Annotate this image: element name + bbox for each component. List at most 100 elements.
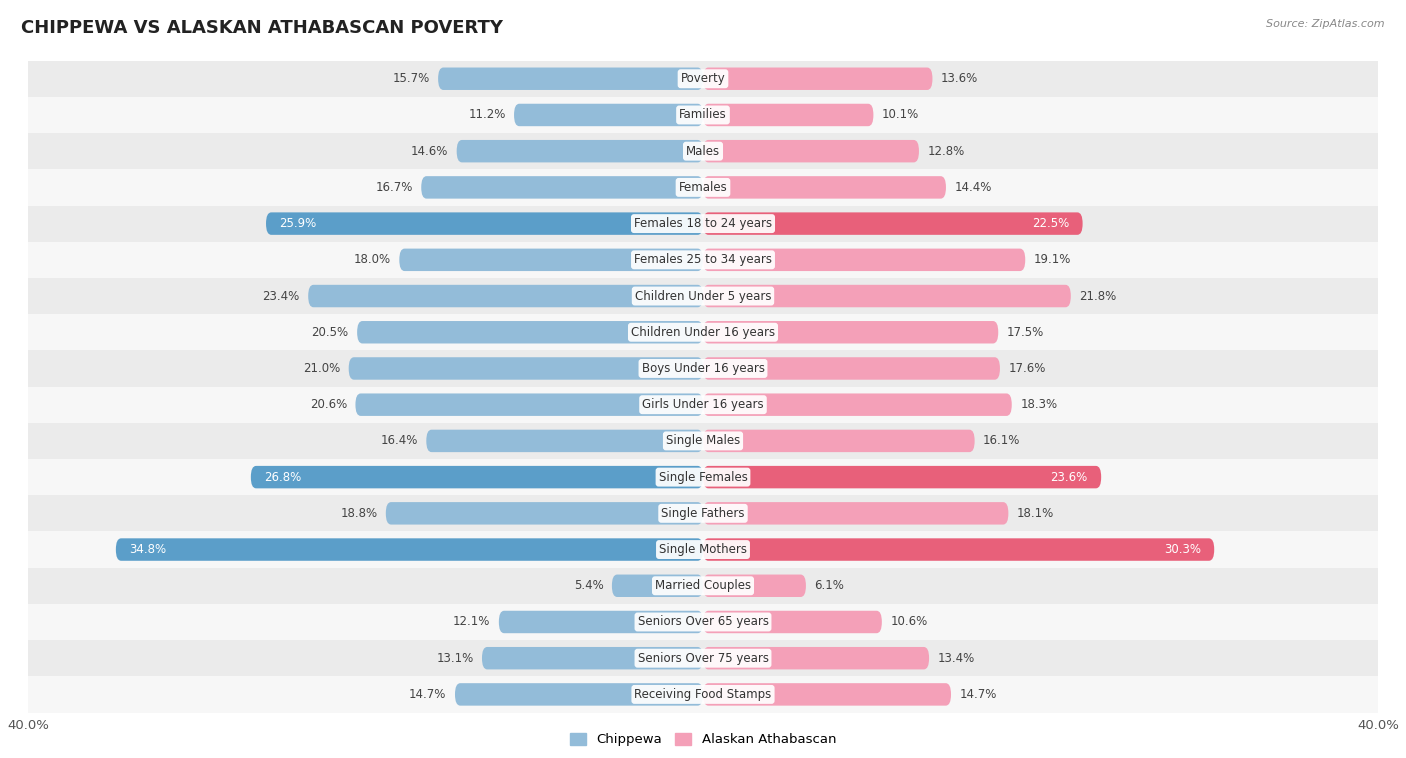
Text: 13.6%: 13.6% [941, 72, 979, 85]
Text: 21.0%: 21.0% [304, 362, 340, 375]
FancyBboxPatch shape [703, 67, 932, 90]
Text: 21.8%: 21.8% [1080, 290, 1116, 302]
Text: 17.6%: 17.6% [1008, 362, 1046, 375]
Text: Single Fathers: Single Fathers [661, 507, 745, 520]
Text: Single Females: Single Females [658, 471, 748, 484]
Bar [28, 495, 1378, 531]
Bar [28, 278, 1378, 314]
FancyBboxPatch shape [115, 538, 703, 561]
Text: 30.3%: 30.3% [1164, 543, 1201, 556]
Bar [28, 459, 1378, 495]
Bar [28, 169, 1378, 205]
Text: 13.4%: 13.4% [938, 652, 974, 665]
Text: 14.6%: 14.6% [411, 145, 449, 158]
Bar [28, 97, 1378, 133]
Text: 22.5%: 22.5% [1032, 217, 1069, 230]
Text: 18.3%: 18.3% [1021, 398, 1057, 411]
Text: 18.0%: 18.0% [354, 253, 391, 266]
Text: 11.2%: 11.2% [468, 108, 506, 121]
Text: 14.7%: 14.7% [959, 688, 997, 701]
FancyBboxPatch shape [349, 357, 703, 380]
Bar [28, 242, 1378, 278]
Text: Married Couples: Married Couples [655, 579, 751, 592]
Text: Females: Females [679, 181, 727, 194]
FancyBboxPatch shape [357, 321, 703, 343]
FancyBboxPatch shape [703, 683, 950, 706]
Text: 16.4%: 16.4% [381, 434, 418, 447]
Text: 18.8%: 18.8% [340, 507, 377, 520]
FancyBboxPatch shape [703, 104, 873, 126]
FancyBboxPatch shape [703, 321, 998, 343]
Text: 34.8%: 34.8% [129, 543, 166, 556]
Text: Receiving Food Stamps: Receiving Food Stamps [634, 688, 772, 701]
Text: Children Under 5 years: Children Under 5 years [634, 290, 772, 302]
Text: 12.8%: 12.8% [928, 145, 965, 158]
FancyBboxPatch shape [426, 430, 703, 452]
Text: Boys Under 16 years: Boys Under 16 years [641, 362, 765, 375]
FancyBboxPatch shape [703, 611, 882, 633]
Bar [28, 350, 1378, 387]
FancyBboxPatch shape [703, 647, 929, 669]
FancyBboxPatch shape [399, 249, 703, 271]
Bar [28, 531, 1378, 568]
Bar [28, 205, 1378, 242]
Text: 18.1%: 18.1% [1017, 507, 1054, 520]
FancyBboxPatch shape [515, 104, 703, 126]
Text: 14.7%: 14.7% [409, 688, 447, 701]
Text: 23.6%: 23.6% [1050, 471, 1088, 484]
Text: Children Under 16 years: Children Under 16 years [631, 326, 775, 339]
Text: Poverty: Poverty [681, 72, 725, 85]
Text: Families: Families [679, 108, 727, 121]
FancyBboxPatch shape [703, 176, 946, 199]
Text: 26.8%: 26.8% [264, 471, 301, 484]
FancyBboxPatch shape [266, 212, 703, 235]
Text: 19.1%: 19.1% [1033, 253, 1071, 266]
Text: Males: Males [686, 145, 720, 158]
FancyBboxPatch shape [250, 466, 703, 488]
Bar [28, 133, 1378, 169]
FancyBboxPatch shape [703, 212, 1083, 235]
Legend: Chippewa, Alaskan Athabascan: Chippewa, Alaskan Athabascan [565, 728, 841, 751]
Text: Females 18 to 24 years: Females 18 to 24 years [634, 217, 772, 230]
FancyBboxPatch shape [456, 683, 703, 706]
FancyBboxPatch shape [703, 140, 920, 162]
Text: Seniors Over 75 years: Seniors Over 75 years [637, 652, 769, 665]
Text: 20.6%: 20.6% [309, 398, 347, 411]
Bar [28, 423, 1378, 459]
Text: Source: ZipAtlas.com: Source: ZipAtlas.com [1267, 19, 1385, 29]
Text: Females 25 to 34 years: Females 25 to 34 years [634, 253, 772, 266]
Text: 16.7%: 16.7% [375, 181, 413, 194]
Bar [28, 61, 1378, 97]
FancyBboxPatch shape [356, 393, 703, 416]
FancyBboxPatch shape [703, 538, 1215, 561]
Text: 6.1%: 6.1% [814, 579, 844, 592]
FancyBboxPatch shape [703, 393, 1012, 416]
FancyBboxPatch shape [703, 575, 806, 597]
Bar [28, 604, 1378, 640]
Text: 10.1%: 10.1% [882, 108, 920, 121]
FancyBboxPatch shape [703, 285, 1071, 307]
FancyBboxPatch shape [499, 611, 703, 633]
Text: Single Mothers: Single Mothers [659, 543, 747, 556]
Text: 16.1%: 16.1% [983, 434, 1021, 447]
FancyBboxPatch shape [612, 575, 703, 597]
FancyBboxPatch shape [703, 466, 1101, 488]
Text: 13.1%: 13.1% [436, 652, 474, 665]
FancyBboxPatch shape [703, 357, 1000, 380]
Text: 10.6%: 10.6% [890, 615, 928, 628]
Text: Girls Under 16 years: Girls Under 16 years [643, 398, 763, 411]
FancyBboxPatch shape [703, 249, 1025, 271]
Bar [28, 568, 1378, 604]
Text: 23.4%: 23.4% [263, 290, 299, 302]
FancyBboxPatch shape [482, 647, 703, 669]
FancyBboxPatch shape [439, 67, 703, 90]
Text: 5.4%: 5.4% [574, 579, 603, 592]
Bar [28, 640, 1378, 676]
FancyBboxPatch shape [308, 285, 703, 307]
Text: 12.1%: 12.1% [453, 615, 491, 628]
FancyBboxPatch shape [703, 502, 1008, 525]
Text: 14.4%: 14.4% [955, 181, 991, 194]
Text: 20.5%: 20.5% [312, 326, 349, 339]
FancyBboxPatch shape [457, 140, 703, 162]
Text: Single Males: Single Males [666, 434, 740, 447]
